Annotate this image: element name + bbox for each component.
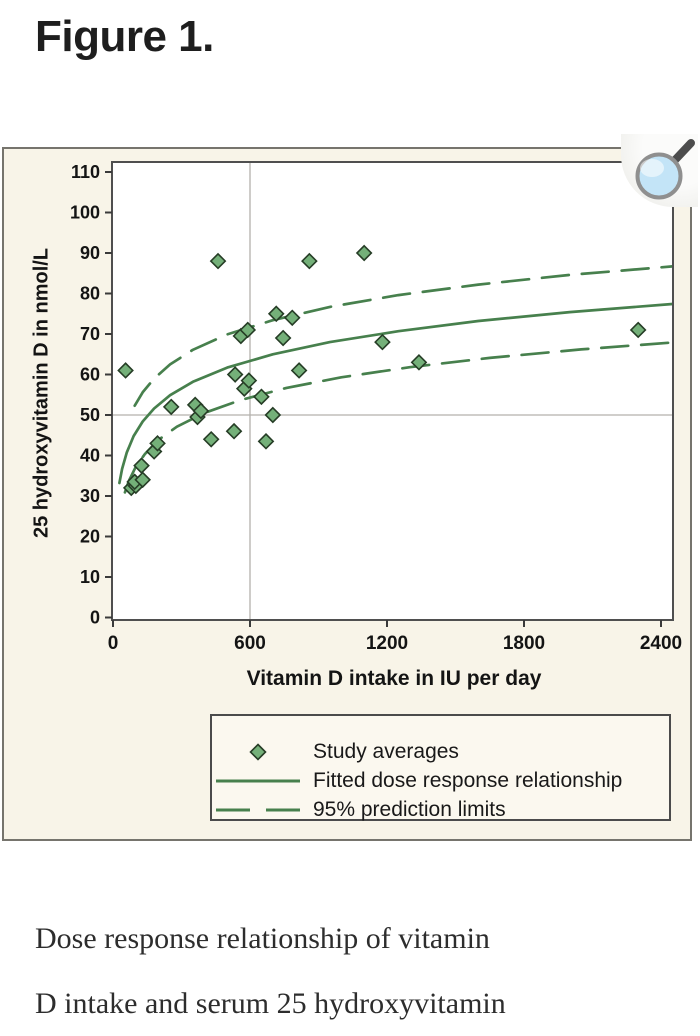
x-tick-label: 1800	[503, 633, 545, 654]
diamond-marker-icon	[212, 742, 304, 761]
y-tick-label: 30	[80, 486, 100, 506]
data-point	[117, 362, 134, 379]
data-point	[283, 309, 301, 327]
figure-title: Figure 1.	[35, 12, 214, 61]
legend-row-fitted-line: Fitted dose response relationship	[212, 766, 669, 795]
data-point	[202, 430, 220, 448]
legend-label: 95% prediction limits	[313, 797, 506, 821]
fitted-curve	[118, 302, 674, 485]
data-point	[162, 398, 180, 416]
data-point	[133, 457, 150, 474]
figure-caption: Dose response relationship of vitamin D …	[35, 906, 685, 1036]
caption-line: D intake and serum 25 hydroxyvitamin	[35, 987, 506, 1020]
y-tick-label: 20	[80, 527, 100, 547]
chart-legend: Study averages Fitted dose response rela…	[210, 714, 671, 821]
data-point	[149, 435, 166, 452]
data-point	[239, 321, 257, 339]
data-point	[192, 402, 210, 420]
magnifier-handle	[671, 139, 695, 164]
data-point	[209, 252, 227, 270]
lens-highlight	[640, 159, 664, 177]
magnifier-icon	[635, 139, 695, 200]
data-point	[290, 362, 308, 379]
data-point	[267, 305, 285, 323]
chart-svg: 0 600 1200 1800 2400 0 10 20 30 40 50 60 70 80 90 100 11…	[70, 161, 682, 654]
data-point	[225, 422, 243, 440]
y-tick-label: 0	[90, 608, 100, 628]
y-tick-label: 10	[80, 567, 100, 587]
y-tick-label: 100	[70, 203, 100, 223]
data-point	[274, 329, 292, 347]
legend-row-prediction-limits: 95% prediction limits	[212, 795, 669, 824]
solid-line-icon	[212, 778, 304, 784]
prediction-limit-curve	[123, 341, 674, 494]
legend-row-study-averages: Study averages	[212, 737, 669, 766]
figure-panel: 0 600 1200 1800 2400 0 10 20 30 40 50 60 70 80 90 100 11…	[2, 147, 692, 841]
legend-label: Study averages	[313, 739, 459, 763]
y-tick-label: 40	[80, 446, 100, 466]
y-tick-label: 70	[80, 324, 100, 344]
data-point	[410, 354, 428, 371]
data-point	[257, 432, 275, 450]
x-tick-label: 1200	[366, 633, 408, 654]
data-point	[134, 471, 152, 489]
zoom-button[interactable]	[621, 134, 698, 207]
y-tick-label: 80	[80, 284, 100, 304]
legend-label: Fitted dose response relationship	[313, 768, 623, 792]
data-point	[264, 406, 282, 424]
x-tick-label: 2400	[640, 633, 682, 654]
data-point	[253, 388, 270, 406]
plot-frame	[111, 161, 674, 621]
y-tick-label: 110	[71, 162, 100, 182]
data-point	[629, 321, 647, 339]
dashed-line-icon	[212, 807, 304, 813]
plot-area	[112, 162, 673, 620]
y-tick-label: 90	[80, 243, 100, 263]
data-point	[374, 333, 391, 351]
data-point	[301, 252, 318, 270]
data-point	[240, 372, 258, 389]
x-axis-title: Vitamin D intake in IU per day	[246, 667, 542, 690]
x-tick-label: 0	[108, 633, 119, 654]
data-point	[355, 244, 373, 262]
caption-line: Dose response relationship of vitamin	[35, 922, 490, 955]
y-tick-label: 50	[80, 405, 100, 425]
y-tick-label: 60	[80, 365, 100, 385]
data-point	[226, 366, 244, 383]
y-axis-title: 25 hydroxyvitamin D in nmol/L	[30, 247, 53, 539]
x-tick-label: 600	[234, 633, 266, 654]
